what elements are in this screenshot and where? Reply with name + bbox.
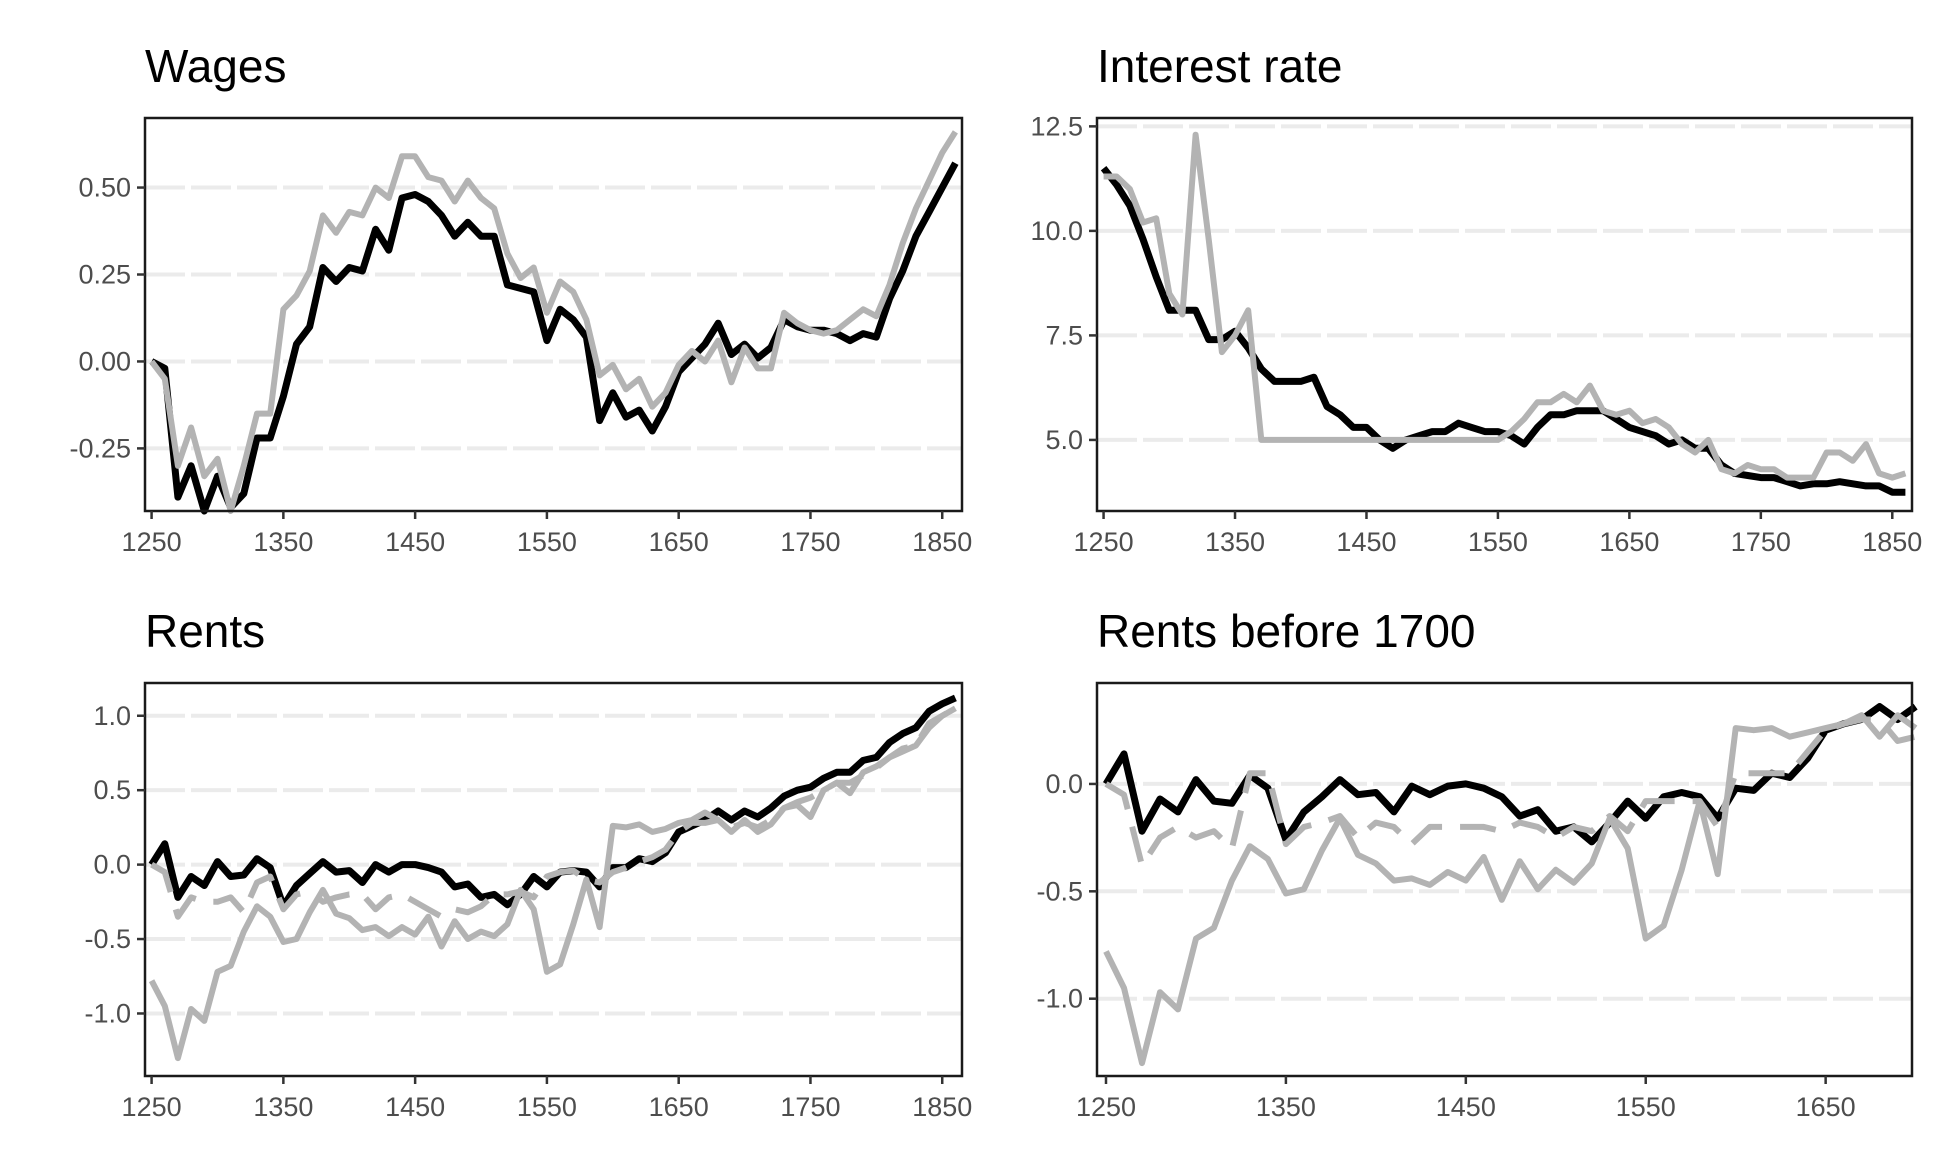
rents-before-1700-x-tick-label-3: 1550 [1616,1092,1676,1122]
rents-before-1700-y-tick-label-2: 0.0 [1045,769,1083,799]
wages-x-tick-label-4: 1650 [649,527,709,557]
wages-y-tick-label-1: 0.00 [78,346,131,376]
rents-x-tick-label-1: 1350 [253,1092,313,1122]
interest-rate-x-tick-label-1: 1350 [1205,527,1265,557]
rents-x-tick-label-0: 1250 [122,1092,182,1122]
rents-before-1700-panel: Rents before 1700 -1.0 -0.5 0.0 1250 1350 1450… [1036,605,1918,1122]
rents-before-1700-series-0-line [1102,703,1918,846]
rents-before-1700-title: Rents before 1700 [1097,605,1476,657]
rents-x-tick-label-6: 1850 [912,1092,972,1122]
wages-y-tick-label-2: 0.25 [78,260,131,290]
interest-rate-x-tick-label-0: 1250 [1074,527,1134,557]
rents-x-tick-label-5: 1750 [780,1092,840,1122]
wages-title: Wages [145,40,286,92]
rents-x-tick-label-3: 1550 [517,1092,577,1122]
rents-y-tick-label-2: 0.0 [93,850,131,880]
interest-rate-series-1-line [1103,131,1907,481]
rents-before-1700-x-tick-label-4: 1650 [1796,1092,1856,1122]
interest-rate-panel: Interest rate 5.0 7.5 10.0 12.5 1250 1350 1450 1… [1030,40,1922,557]
wages-frame [143,116,964,513]
rents-series-2-line [148,705,957,1062]
rents-y-tick-label-1: -0.5 [84,924,131,954]
wages-x-tick-label-5: 1750 [780,527,840,557]
interest-rate-y-tick-label-2: 10.0 [1030,216,1083,246]
rents-before-1700-y-tick-label-1: -0.5 [1036,876,1083,906]
interest-rate-x-tick-label-4: 1650 [1599,527,1659,557]
rents-before-1700-x-tick-label-1: 1350 [1256,1092,1316,1122]
wages-y-tick-label-0: -0.25 [69,433,131,463]
rents-before-1700-x-tick-label-0: 1250 [1076,1092,1136,1122]
rents-series-1-line [150,705,957,920]
rents-panel: Rents -1.0 -0.5 0.0 0.5 1.0 1250 1350 1450 1550 16… [84,605,972,1122]
rents-before-1700-frame [1095,681,1914,1078]
interest-rate-title: Interest rate [1097,40,1342,92]
rents-x-tick-label-4: 1650 [649,1092,709,1122]
wages-x-tick-label-0: 1250 [122,527,182,557]
wages-panel: Wages -0.25 0.00 0.25 0.50 1250 1350 1450 1550 16… [69,40,972,557]
rents-y-tick-label-3: 0.5 [93,775,131,805]
wages-y-tick-label-3: 0.50 [78,173,131,203]
interest-rate-y-tick-label-1: 7.5 [1045,320,1083,350]
wages-x-tick-label-6: 1850 [912,527,972,557]
wages-x-tick-label-1: 1350 [253,527,313,557]
wages-series-1-line [149,130,958,514]
wages-x-tick-label-2: 1450 [385,527,445,557]
interest-rate-series-0-line [1100,166,1906,496]
rents-before-1700-series-1-line [1104,716,1917,869]
interest-rate-y-tick-label-0: 5.0 [1045,425,1083,455]
rents-x-tick-label-2: 1450 [385,1092,445,1122]
interest-rate-x-tick-label-2: 1450 [1336,527,1396,557]
rents-y-tick-label-0: -1.0 [84,998,131,1028]
interest-rate-x-tick-label-5: 1750 [1731,527,1791,557]
wages-x-tick-label-3: 1550 [517,527,577,557]
interest-rate-x-tick-label-6: 1850 [1862,527,1922,557]
rents-frame [143,681,964,1078]
interest-rate-y-tick-label-3: 12.5 [1030,111,1083,141]
wages-series-0-line [149,161,959,515]
rents-title: Rents [145,605,265,657]
interest-rate-x-tick-label-3: 1550 [1468,527,1528,557]
rents-before-1700-x-tick-label-2: 1450 [1436,1092,1496,1122]
interest-rate-frame [1095,116,1914,513]
rents-before-1700-y-tick-label-0: -1.0 [1036,984,1083,1014]
rents-before-1700-series-2-line [1103,712,1918,1067]
rents-y-tick-label-4: 1.0 [93,701,131,731]
